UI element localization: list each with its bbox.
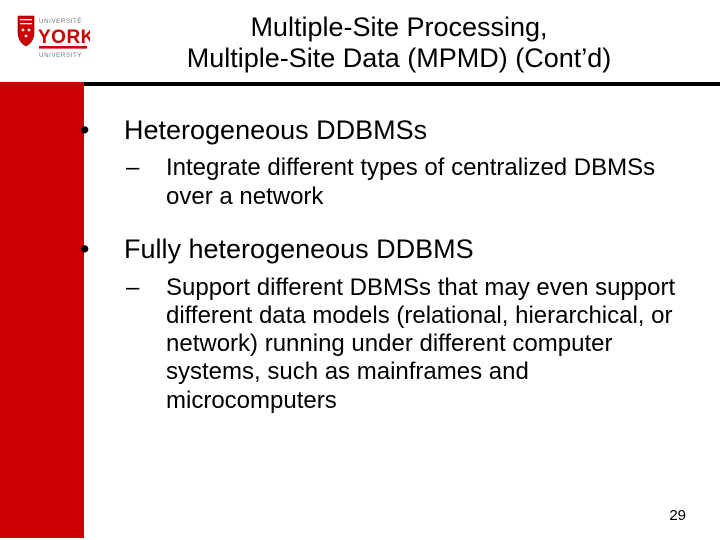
bullet-level2: –Support different DBMSs that may even s…	[146, 274, 690, 416]
bullet-dash-icon: –	[146, 274, 166, 302]
bullet-text: Fully heterogeneous DDBMS	[124, 234, 474, 264]
slide-title-line2: Multiple-Site Data (MPMD) (Cont’d)	[98, 43, 700, 74]
university-logo: UNIVERSITÉ YORK UNIVERSITY	[12, 10, 90, 66]
red-sidebar	[0, 86, 84, 538]
slide-number: 29	[669, 507, 686, 524]
title-container: Multiple-Site Processing, Multiple-Site …	[98, 10, 700, 74]
bullet-dash-icon: –	[146, 154, 166, 182]
svg-text:UNIVERSITÉ: UNIVERSITÉ	[39, 18, 82, 25]
bullet-text: Support different DBMSs that may even su…	[166, 274, 675, 414]
bullet-dot-icon: •	[102, 233, 124, 265]
bullet-level2: –Integrate different types of centralize…	[146, 154, 690, 211]
body: •Heterogeneous DDBMSs –Integrate differe…	[0, 86, 720, 538]
bullet-text: Heterogeneous DDBMSs	[124, 115, 427, 145]
svg-text:UNIVERSITY: UNIVERSITY	[39, 52, 82, 59]
bullet-level1: •Heterogeneous DDBMSs	[102, 114, 690, 146]
svg-text:YORK: YORK	[38, 27, 90, 48]
slide-title-line1: Multiple-Site Processing,	[98, 12, 700, 43]
bullet-text: Integrate different types of centralized…	[166, 154, 655, 209]
bullet-dot-icon: •	[102, 114, 124, 146]
content-area: •Heterogeneous DDBMSs –Integrate differe…	[84, 86, 720, 538]
bullet-level1: •Fully heterogeneous DDBMS	[102, 233, 690, 265]
header: UNIVERSITÉ YORK UNIVERSITY Multiple-Site…	[0, 0, 720, 82]
